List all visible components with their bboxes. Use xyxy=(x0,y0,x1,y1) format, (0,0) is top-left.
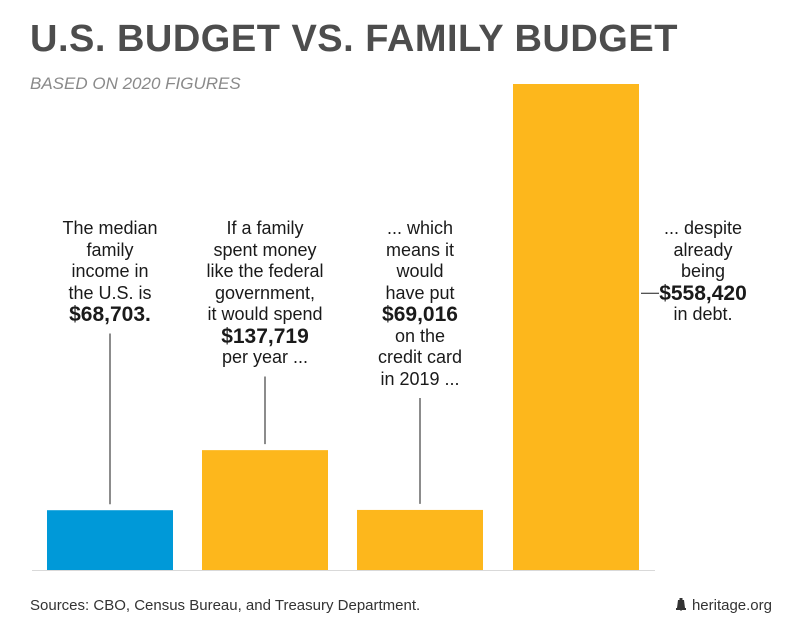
annotation-line: spent money xyxy=(213,239,317,260)
annotation-line: family xyxy=(86,239,134,260)
annotation-line: The median xyxy=(62,218,158,238)
annotation-line: being xyxy=(680,261,726,281)
annotation-amount: $69,016 xyxy=(382,303,458,326)
chart-subtitle: BASED ON 2020 FIGURES xyxy=(30,74,241,93)
annotation-line: ... despite xyxy=(663,218,743,238)
annotation-line: government, xyxy=(214,282,316,303)
annotation-line: on the xyxy=(394,325,446,346)
annotation-line: it would spend xyxy=(207,304,323,324)
annotation-amount: $137,719 xyxy=(221,324,309,348)
annotation-2: If a family spent money like the federal go… xyxy=(185,218,345,369)
bar-3 xyxy=(357,509,483,570)
bar-1 xyxy=(47,510,173,570)
annotation-line: have put xyxy=(385,282,455,303)
sources-note: Sources: CBO, Census Bureau, and Treasur… xyxy=(30,597,421,614)
annotation-line: already xyxy=(673,239,733,260)
annotation-line: like the federal xyxy=(206,261,324,281)
annotation-amount: $558,420 xyxy=(659,281,747,305)
annotation-line: income in xyxy=(71,261,149,281)
annotation-4: ... despite already being $558,420 in debt. xyxy=(648,218,758,326)
annotation-1: The median family income in the U.S. is $68,… xyxy=(35,218,185,326)
annotation-line: means it xyxy=(385,239,455,260)
brand-name: heritage.org xyxy=(691,597,772,614)
annotation-line: If a family xyxy=(226,218,304,238)
liberty-bell-icon xyxy=(675,598,686,611)
annotation-line: per year ... xyxy=(221,347,309,367)
brand-credit: heritage.org xyxy=(675,597,772,614)
bar-4 xyxy=(513,84,639,570)
annotation-amount: $68,703. xyxy=(69,303,151,326)
annotation-line: would xyxy=(396,261,444,281)
annotation-line: the U.S. is xyxy=(68,282,152,303)
annotation-line: in 2019 ... xyxy=(380,368,460,389)
annotation-line: ... which xyxy=(386,218,454,238)
annotation-line: in debt. xyxy=(673,304,733,324)
annotation-line: credit card xyxy=(377,347,463,367)
bar-2 xyxy=(202,450,328,570)
chart-title: U.S. BUDGET VS. FAMILY BUDGET xyxy=(30,18,678,60)
annotation-3: ... which means it would have put $69,016 on … xyxy=(345,218,495,390)
